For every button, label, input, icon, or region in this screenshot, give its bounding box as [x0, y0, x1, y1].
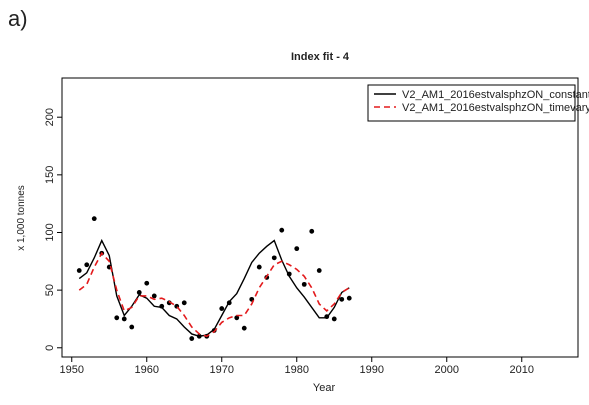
data-point [189, 336, 195, 341]
series-line [78, 238, 350, 337]
x-tick-label: 1960 [135, 364, 159, 376]
data-point [271, 255, 277, 261]
legend-label: V2_AM1_2016estvalsphzON_timevaryingM [402, 102, 589, 114]
legend-label: V2_AM1_2016estvalsphzON_constantM [402, 89, 589, 101]
data-point [301, 281, 307, 287]
data-point [234, 315, 240, 321]
data-point [256, 264, 262, 270]
data-point [241, 325, 247, 331]
data-point [309, 228, 315, 234]
x-tick-label: 1980 [285, 364, 309, 376]
data-point [84, 262, 90, 268]
data-point [294, 246, 300, 252]
data-point [114, 315, 120, 321]
panel-label: a) [8, 6, 28, 31]
data-point [76, 268, 82, 273]
data-point [219, 306, 225, 311]
x-tick-label: 1970 [210, 364, 234, 376]
chart-title: Index fit - 4 [291, 51, 350, 63]
data-point [136, 290, 142, 295]
data-point [316, 268, 322, 273]
x-tick-label: 1990 [360, 364, 384, 376]
x-tick-label: 1950 [60, 364, 84, 376]
data-point [91, 216, 97, 222]
y-tick-label: 100 [44, 223, 56, 241]
legend-box [367, 84, 576, 122]
y-tick-label: 50 [44, 284, 56, 296]
y-tick-label: 150 [44, 166, 56, 184]
data-point [279, 227, 285, 233]
x-axis-label: Year [313, 382, 336, 394]
y-tick-label: 0 [44, 345, 56, 351]
x-tick-label: 2000 [435, 364, 459, 376]
data-point [129, 324, 135, 330]
data-point [339, 296, 345, 302]
data-point [151, 293, 157, 299]
y-axis-label: x 1,000 tonnes [16, 185, 27, 251]
y-tick-label: 200 [44, 108, 56, 126]
x-tick-label: 2010 [510, 364, 534, 376]
series-line [78, 251, 350, 338]
data-point [121, 316, 127, 322]
data-point [181, 300, 187, 306]
data-point [346, 295, 352, 301]
plot-frame [61, 77, 579, 358]
data-point [331, 316, 337, 322]
data-point [144, 280, 150, 286]
